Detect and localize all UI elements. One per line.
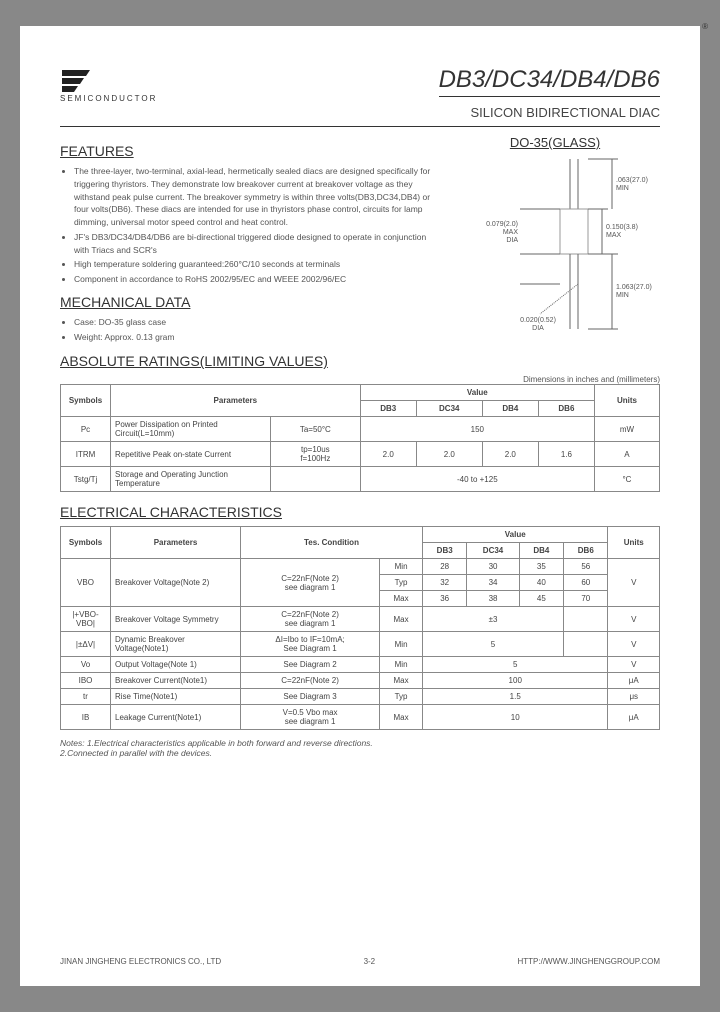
svg-text:MAX: MAX xyxy=(503,229,519,236)
electrical-characteristics-table: SymbolsParametersTes. ConditionValueUnit… xyxy=(60,526,660,730)
mechanical-heading: MECHANICAL DATA xyxy=(60,294,438,310)
mechanical-list: Case: DO-35 glass case Weight: Approx. 0.… xyxy=(60,316,438,344)
notes-label: Notes: xyxy=(60,738,85,748)
feature-item: JF's DB3/DC34/DB4/DB6 are bi-directional… xyxy=(74,231,438,257)
notes-body: 1.Electrical characteristics applicable … xyxy=(60,738,373,758)
top-columns: FEATURES The three-layer, two-terminal, … xyxy=(60,135,660,345)
package-column: DO-35(GLASS) xyxy=(450,135,660,345)
dim-body-len: 0.150(3.8) xyxy=(606,224,638,231)
mechanical-item: Case: DO-35 glass case xyxy=(74,316,438,329)
footer-company: JINAN JINGHENG ELECTRONICS CO., LTD xyxy=(60,957,221,966)
footer-url: HTTP://WWW.JINGHENGGROUP.COM xyxy=(517,957,660,966)
package-outline-drawing: 0.079(2.0) MAX DIA 0.150(3.8) MAX .063(2… xyxy=(450,154,660,334)
svg-text:DIA: DIA xyxy=(506,237,518,244)
features-heading: FEATURES xyxy=(60,143,438,159)
feature-item: The three-layer, two-terminal, axial-lea… xyxy=(74,165,438,229)
svg-text:DIA: DIA xyxy=(532,325,544,332)
feature-item: High temperature soldering guaranteed:26… xyxy=(74,258,438,271)
datasheet-page: ® SEMICONDUCTOR DB3/DC34/DB4/DB6 SILICON… xyxy=(20,26,700,986)
header-divider xyxy=(60,126,660,127)
svg-text:MIN: MIN xyxy=(616,292,629,299)
electrical-heading: ELECTRICAL CHARACTERISTICS xyxy=(60,504,660,520)
package-heading: DO-35(GLASS) xyxy=(450,135,660,150)
company-logo: ® SEMICONDUCTOR xyxy=(60,66,157,103)
features-list: The three-layer, two-terminal, axial-lea… xyxy=(60,165,438,286)
page-footer: JINAN JINGHENG ELECTRONICS CO., LTD 3-2 … xyxy=(60,957,660,966)
logo-mark: ® xyxy=(60,66,94,92)
title-divider xyxy=(439,96,660,97)
dim-body-dia: 0.079(2.0) xyxy=(486,221,518,228)
logo-text: SEMICONDUCTOR xyxy=(60,94,157,103)
part-number-title: DB3/DC34/DB4/DB6 xyxy=(439,66,660,94)
absolute-ratings-table: SymbolsParametersValueUnitsDB3DC34DB4DB6… xyxy=(60,384,660,492)
feature-item: Component in accordance to RoHS 2002/95/… xyxy=(74,273,438,286)
dim-lead-dia: 0.020(0.52) xyxy=(520,317,556,324)
dim-lead-top: .063(27.0) xyxy=(616,177,648,184)
title-block: DB3/DC34/DB4/DB6 SILICON BIDIRECTIONAL D… xyxy=(439,66,660,120)
svg-text:MIN: MIN xyxy=(616,185,629,192)
dimensions-note: Dimensions in inches and (millimeters) xyxy=(60,375,660,384)
logo-icon xyxy=(60,66,94,92)
dim-lead-bot: 1.063(27.0) xyxy=(616,284,652,291)
footer-page-number: 3-2 xyxy=(364,957,376,966)
header: ® SEMICONDUCTOR DB3/DC34/DB4/DB6 SILICON… xyxy=(60,66,660,120)
left-column: FEATURES The three-layer, two-terminal, … xyxy=(60,135,438,345)
absolute-ratings-heading: ABSOLUTE RATINGS(LIMITING VALUES) xyxy=(60,353,660,369)
svg-text:MAX: MAX xyxy=(606,232,622,239)
notes-block: Notes: 1.Electrical characteristics appl… xyxy=(60,738,660,758)
product-subtitle: SILICON BIDIRECTIONAL DIAC xyxy=(439,105,660,120)
mechanical-item: Weight: Approx. 0.13 gram xyxy=(74,331,438,344)
registered-mark: ® xyxy=(702,22,708,31)
